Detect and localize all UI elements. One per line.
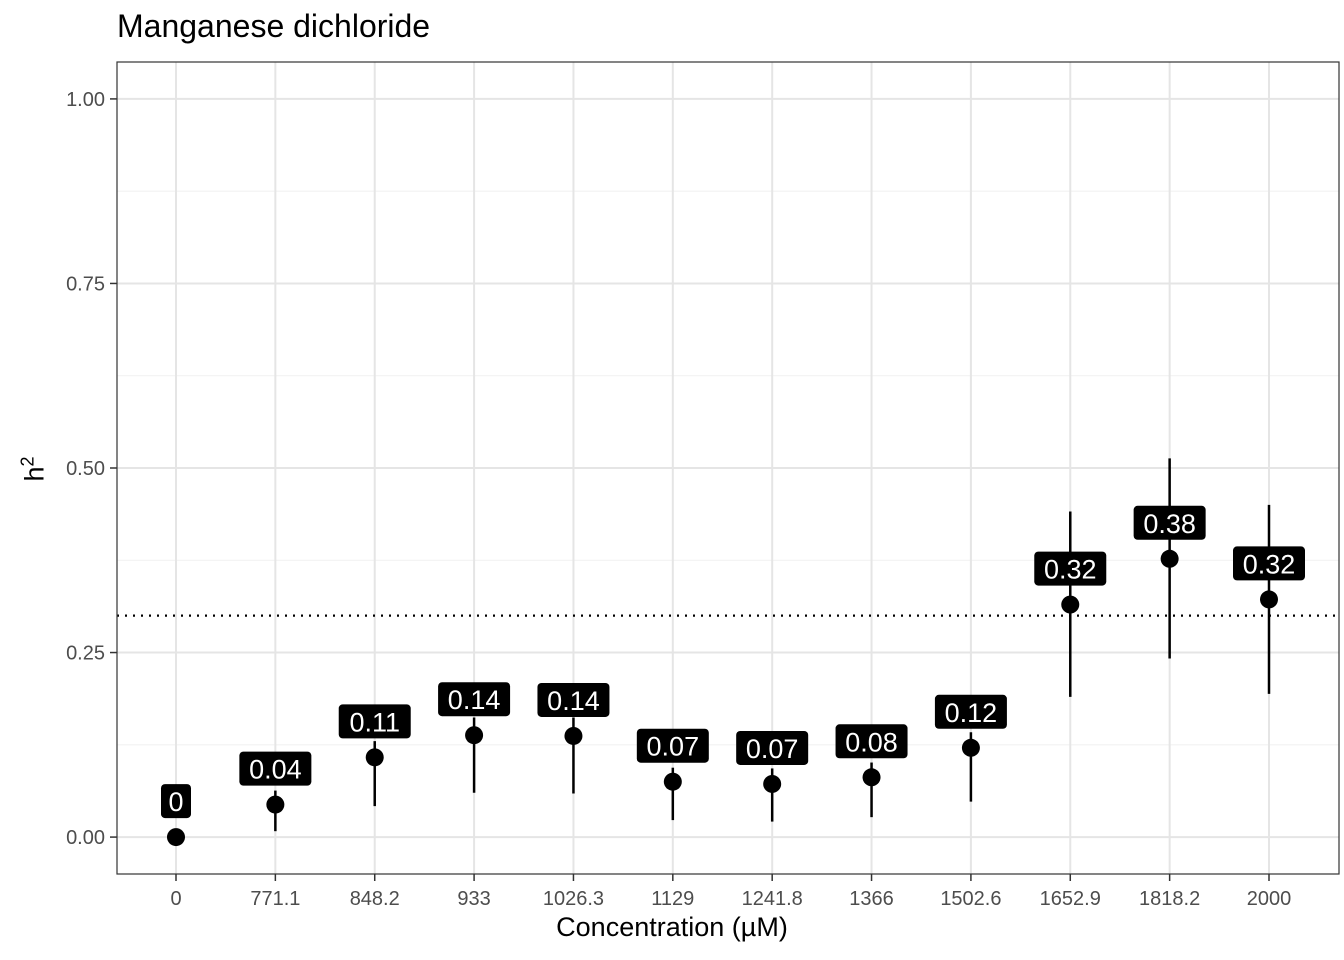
y-tick-label: 1.00 xyxy=(66,89,105,111)
data-points xyxy=(167,549,1278,847)
data-point xyxy=(1160,549,1179,568)
point-label: 0.32 xyxy=(1044,555,1097,585)
data-point xyxy=(266,795,285,814)
point-label-box xyxy=(1233,546,1305,581)
point-label: 0.04 xyxy=(249,755,302,785)
point-label: 0.32 xyxy=(1243,549,1296,579)
x-tick-label: 2000 xyxy=(1247,888,1292,910)
point-label-box xyxy=(161,784,191,819)
point-label-box xyxy=(1034,551,1107,586)
point-label: 0.12 xyxy=(945,698,998,728)
axes: 0.00 0.25 0.50 0.75 1.00 0 771.1 848.2 933 1026.3… xyxy=(66,89,1291,910)
data-point xyxy=(1260,590,1278,609)
point-label: 0.14 xyxy=(547,686,600,716)
data-point xyxy=(961,738,980,757)
point-labels: 0 0.04 0.11 0.14 0.14 0.07 0.07 0.08 0.12 0.32 0.3… xyxy=(161,505,1305,819)
x-tick-label: 1026.3 xyxy=(543,888,604,910)
point-label-box xyxy=(338,704,411,739)
point-label: 0.11 xyxy=(349,707,400,737)
x-tick-label: 1241.8 xyxy=(742,888,803,910)
data-point xyxy=(1061,595,1080,614)
point-label-box xyxy=(438,682,511,717)
y-tick-label: 0.00 xyxy=(66,827,105,849)
chart-title: Manganese dichloride xyxy=(117,8,431,44)
point-label: 0.08 xyxy=(845,727,898,757)
point-label-box xyxy=(537,682,610,717)
point-label: 0.14 xyxy=(448,685,501,715)
point-label-box xyxy=(835,724,908,759)
point-label: 0.07 xyxy=(746,734,799,764)
x-tick-label: 0 xyxy=(170,888,181,910)
x-tick-label: 848.2 xyxy=(350,888,400,910)
x-axis-label: Concentration (µM) xyxy=(556,912,788,942)
y-tick-label: 0.25 xyxy=(66,643,105,665)
point-label-box xyxy=(736,730,809,765)
x-tick-label: 1652.9 xyxy=(1040,888,1101,910)
x-tick-label: 771.1 xyxy=(250,888,300,910)
x-tick-label: 1366 xyxy=(849,888,894,910)
data-point xyxy=(763,774,782,793)
point-label-box xyxy=(239,751,312,786)
point-label-box xyxy=(934,694,1007,729)
x-tick-label: 933 xyxy=(457,888,490,910)
data-point xyxy=(862,768,881,787)
point-label-box xyxy=(1133,505,1206,540)
point-label-box xyxy=(636,728,709,763)
data-point xyxy=(564,726,583,745)
point-label: 0 xyxy=(168,787,183,817)
data-point xyxy=(365,748,384,767)
x-tick-label: 1818.2 xyxy=(1139,888,1200,910)
x-tick-label: 1129 xyxy=(651,888,694,910)
point-label: 0.07 xyxy=(647,732,700,762)
y-tick-label: 0.50 xyxy=(66,458,105,480)
data-point xyxy=(167,828,185,847)
x-tick-label: 1502.6 xyxy=(940,888,1001,910)
data-point xyxy=(465,726,484,745)
data-point xyxy=(663,772,682,791)
y-tick-label: 0.75 xyxy=(66,273,105,295)
point-label: 0.38 xyxy=(1143,509,1196,539)
